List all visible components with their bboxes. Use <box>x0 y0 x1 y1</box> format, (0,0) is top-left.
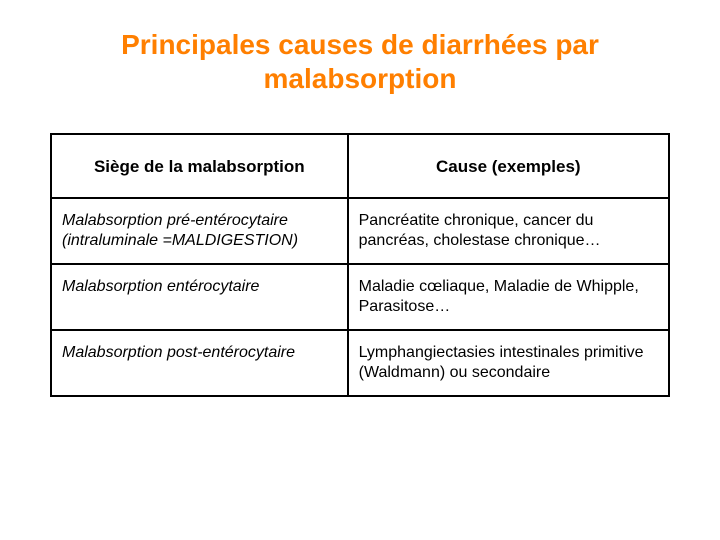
table-header-row: Siège de la malabsorption Cause (exemple… <box>51 134 669 198</box>
table-row: Malabsorption entérocytaire Maladie cœli… <box>51 264 669 330</box>
slide-title: Principales causes de diarrhées par mala… <box>50 28 670 95</box>
cell-siege: Malabsorption pré-entérocytaire (intralu… <box>51 198 348 264</box>
col-header-siege: Siège de la malabsorption <box>51 134 348 198</box>
col-header-cause: Cause (exemples) <box>348 134 669 198</box>
table-row: Malabsorption pré-entérocytaire (intralu… <box>51 198 669 264</box>
table-row: Malabsorption post-entérocytaire Lymphan… <box>51 330 669 396</box>
cell-cause: Maladie cœliaque, Maladie de Whipple, Pa… <box>348 264 669 330</box>
malabsorption-table: Siège de la malabsorption Cause (exemple… <box>50 133 670 397</box>
cell-siege: Malabsorption post-entérocytaire <box>51 330 348 396</box>
cell-cause: Lymphangiectasies intestinales primitive… <box>348 330 669 396</box>
cell-cause: Pancréatite chronique, cancer du pancréa… <box>348 198 669 264</box>
cell-siege: Malabsorption entérocytaire <box>51 264 348 330</box>
